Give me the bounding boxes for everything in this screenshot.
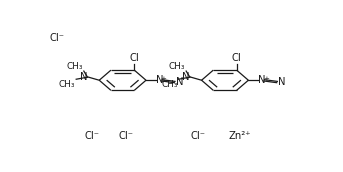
Text: Cl: Cl [232, 53, 241, 63]
Text: Cl⁻: Cl⁻ [190, 131, 205, 141]
Text: N: N [80, 72, 87, 82]
Text: +: + [263, 76, 269, 82]
Text: N: N [278, 77, 286, 87]
Text: N: N [259, 75, 266, 85]
Text: CH₃: CH₃ [59, 80, 75, 89]
Text: Zn²⁺: Zn²⁺ [229, 131, 251, 141]
Text: +: + [161, 76, 166, 82]
Text: Cl⁻: Cl⁻ [84, 131, 99, 141]
Text: Cl: Cl [129, 53, 139, 63]
Text: N: N [156, 75, 164, 85]
Text: N: N [182, 72, 190, 82]
Text: CH₃: CH₃ [67, 62, 83, 71]
Text: Cl⁻: Cl⁻ [119, 131, 134, 141]
Text: CH₃: CH₃ [169, 62, 185, 71]
Text: N: N [176, 77, 183, 87]
Text: CH₃: CH₃ [161, 80, 178, 89]
Text: Cl⁻: Cl⁻ [49, 33, 64, 43]
